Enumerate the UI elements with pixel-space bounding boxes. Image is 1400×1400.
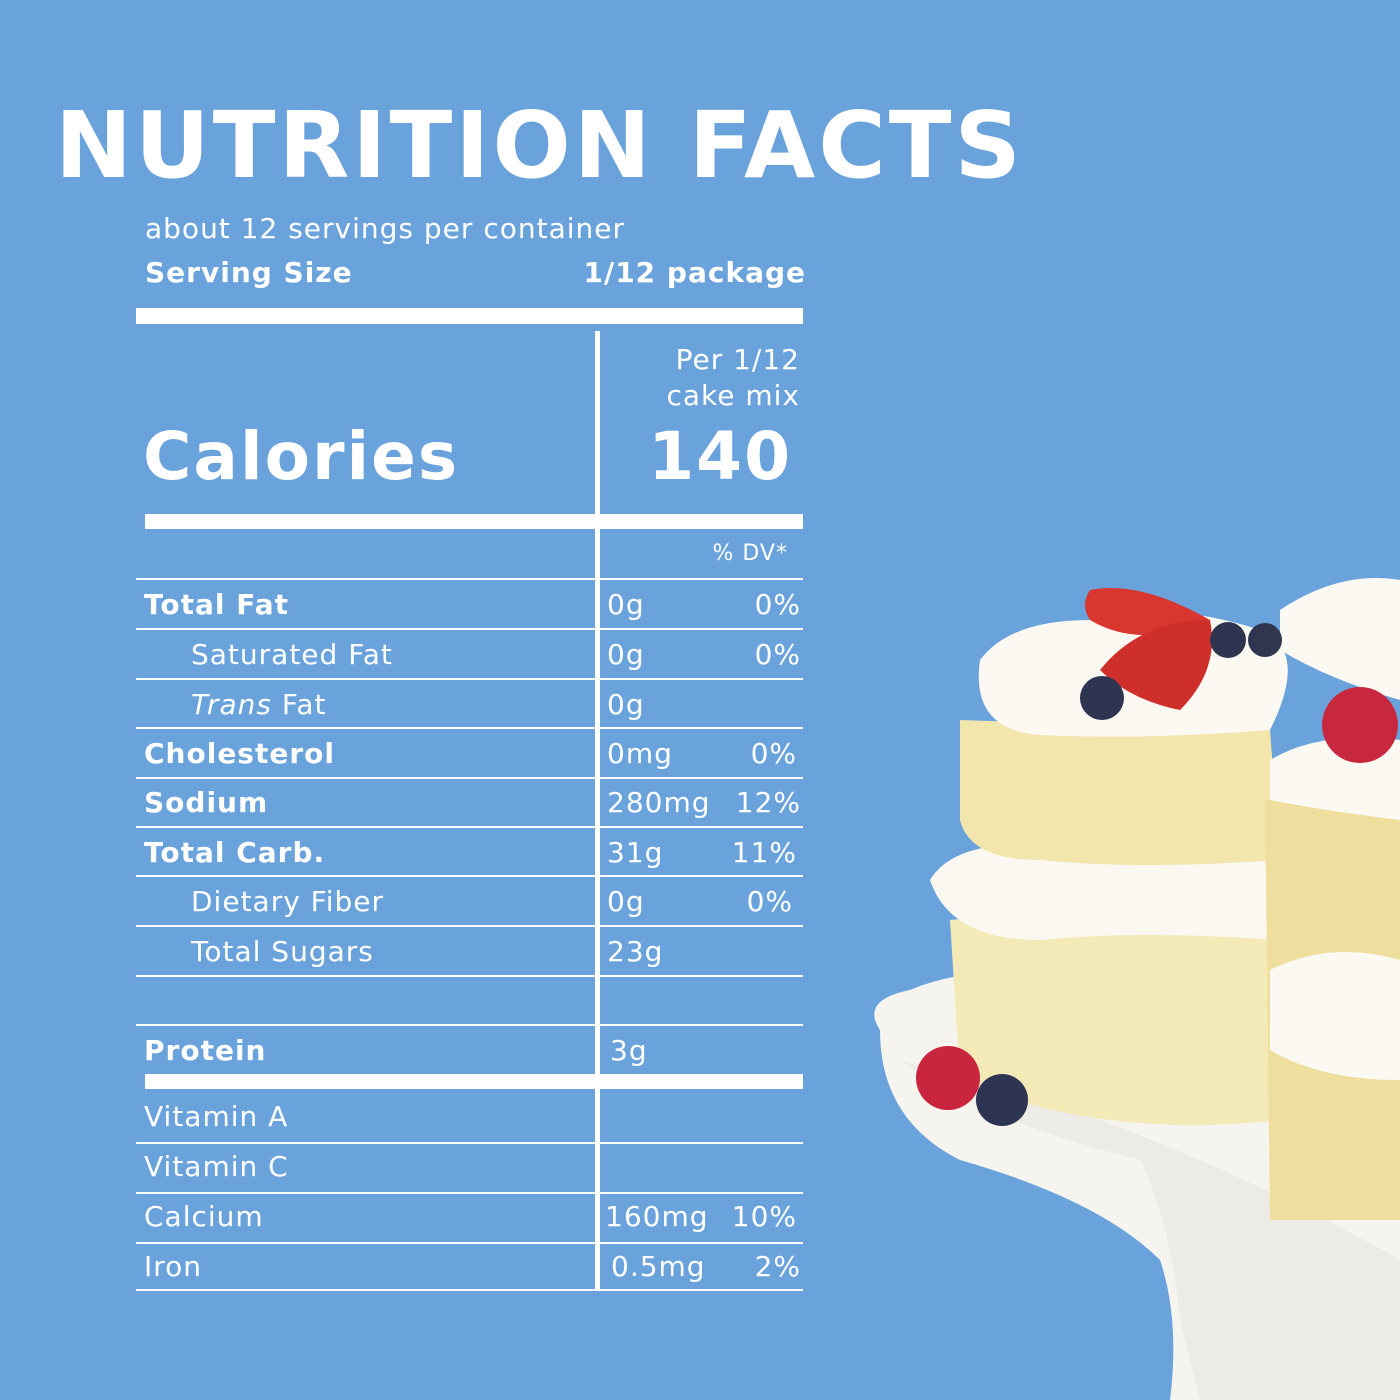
- cake-layer-bottom: [950, 890, 1280, 1125]
- nutrient-amount: 0g: [607, 588, 645, 621]
- blueberry-icon: [1210, 622, 1246, 658]
- row-rule: [136, 826, 803, 828]
- trans-italic-label: Trans: [191, 688, 272, 721]
- row-rule: [136, 975, 803, 977]
- nutrient-name: Total Fat: [144, 588, 290, 621]
- row-rule: [136, 1242, 803, 1244]
- nutrient-row-trans-fat: Trans Fat 0g: [136, 680, 803, 728]
- nutrient-amount: 280mg: [607, 786, 711, 819]
- nutrient-dv: 11%: [731, 836, 797, 869]
- vitamin-dv: 2%: [754, 1250, 801, 1283]
- strawberry-icon: [1100, 620, 1212, 710]
- row-rule: [136, 1289, 803, 1291]
- nutrient-row-total-carb: Total Carb. 31g 11%: [136, 828, 803, 876]
- blueberry-icon: [1248, 623, 1282, 657]
- nutrient-dv: 0%: [750, 737, 797, 770]
- vitamins-thick-rule: [145, 1074, 803, 1089]
- raspberry-icon: [1322, 687, 1398, 763]
- nutrient-amount: 23g: [607, 935, 664, 968]
- nutrient-name: Protein: [144, 1034, 267, 1067]
- vitamin-name: Iron: [144, 1250, 203, 1283]
- page-title: NUTRITION FACTS: [55, 92, 1024, 199]
- servings-per-container: about 12 servings per container: [145, 212, 625, 245]
- trans-rest-label: Fat: [271, 688, 327, 721]
- calories-label: Calories: [143, 418, 460, 495]
- cake-photo: [874, 578, 1400, 1400]
- cake-stand-shadow: [900, 1060, 1400, 1400]
- nutrient-row-blank: [136, 977, 803, 1025]
- row-rule: [136, 678, 803, 680]
- row-rule: [136, 628, 803, 630]
- row-rule: [136, 1142, 803, 1144]
- nutrient-amount: 0g: [607, 638, 645, 671]
- row-rule: [136, 1192, 803, 1194]
- vitamin-row-calcium: Calcium 160mg 10%: [136, 1192, 803, 1240]
- per-serving-line1: Per 1/12: [675, 343, 800, 376]
- vitamin-row-iron: Iron 0.5mg 2%: [136, 1242, 803, 1290]
- row-rule: [136, 1024, 803, 1026]
- nutrient-row-total-sugars: Total Sugars 23g: [136, 927, 803, 975]
- calories-value: 140: [648, 418, 792, 495]
- nutrient-name: Dietary Fiber: [191, 885, 385, 918]
- nutrient-name: Total Carb.: [144, 836, 326, 869]
- column-divider: [595, 331, 600, 1291]
- nutrient-name: Sodium: [144, 786, 269, 819]
- nutrient-name: Cholesterol: [144, 737, 335, 770]
- vitamin-row-a: Vitamin A: [136, 1092, 803, 1140]
- nutrient-row-cholesterol: Cholesterol 0mg 0%: [136, 729, 803, 777]
- vitamin-amount: 160mg: [605, 1200, 709, 1233]
- vitamin-name: Vitamin A: [144, 1100, 289, 1133]
- nutrient-row-total-fat: Total Fat 0g 0%: [136, 580, 803, 628]
- nutrient-row-saturated-fat: Saturated Fat 0g 0%: [136, 630, 803, 678]
- calories-thick-rule: [145, 514, 803, 529]
- cream-middle: [930, 844, 1280, 940]
- per-serving-line2: cake mix: [666, 379, 800, 412]
- serving-size-label: Serving Size: [145, 256, 353, 289]
- blueberry-icon: [1080, 676, 1124, 720]
- nutrient-amount: 0mg: [607, 737, 673, 770]
- nutrient-amount: 3g: [610, 1034, 648, 1067]
- row-rule: [136, 578, 803, 580]
- raspberry-icon: [916, 1046, 980, 1110]
- top-thick-rule: [136, 308, 803, 324]
- serving-size-value: 1/12 package: [583, 256, 806, 289]
- nutrient-dv: 0%: [754, 588, 801, 621]
- row-rule: [136, 925, 803, 927]
- cake-layer-top: [960, 720, 1280, 865]
- nutrient-amount: 0g: [607, 885, 645, 918]
- row-rule: [136, 875, 803, 877]
- cream-right-top: [1280, 578, 1400, 700]
- vitamin-amount: 0.5mg: [611, 1250, 706, 1283]
- nutrient-amount: 0g: [607, 688, 645, 721]
- nutrient-row-sodium: Sodium 280mg 12%: [136, 778, 803, 826]
- nutrient-amount: 31g: [607, 836, 664, 869]
- per-serving-label: Per 1/12 cake mix: [600, 342, 800, 414]
- nutrient-name: Total Sugars: [191, 935, 374, 968]
- nutrient-name: Saturated Fat: [191, 638, 393, 671]
- nutrient-dv: 0%: [746, 885, 793, 918]
- nutrient-row-dietary-fiber: Dietary Fiber 0g 0%: [136, 877, 803, 925]
- nutrient-name: Trans Fat: [191, 688, 327, 721]
- row-rule: [136, 777, 803, 779]
- vitamin-name: Calcium: [144, 1200, 264, 1233]
- vitamin-name: Vitamin C: [144, 1150, 289, 1183]
- vitamin-dv: 10%: [731, 1200, 797, 1233]
- dv-header: % DV*: [712, 541, 788, 566]
- row-rule: [136, 727, 803, 729]
- vitamin-row-c: Vitamin C: [136, 1142, 803, 1190]
- blueberry-icon: [976, 1074, 1028, 1126]
- nutrient-dv: 12%: [735, 786, 801, 819]
- nutrient-row-protein: Protein 3g: [136, 1026, 803, 1074]
- cream-right-middle: [1270, 952, 1400, 1080]
- nutrient-dv: 0%: [754, 638, 801, 671]
